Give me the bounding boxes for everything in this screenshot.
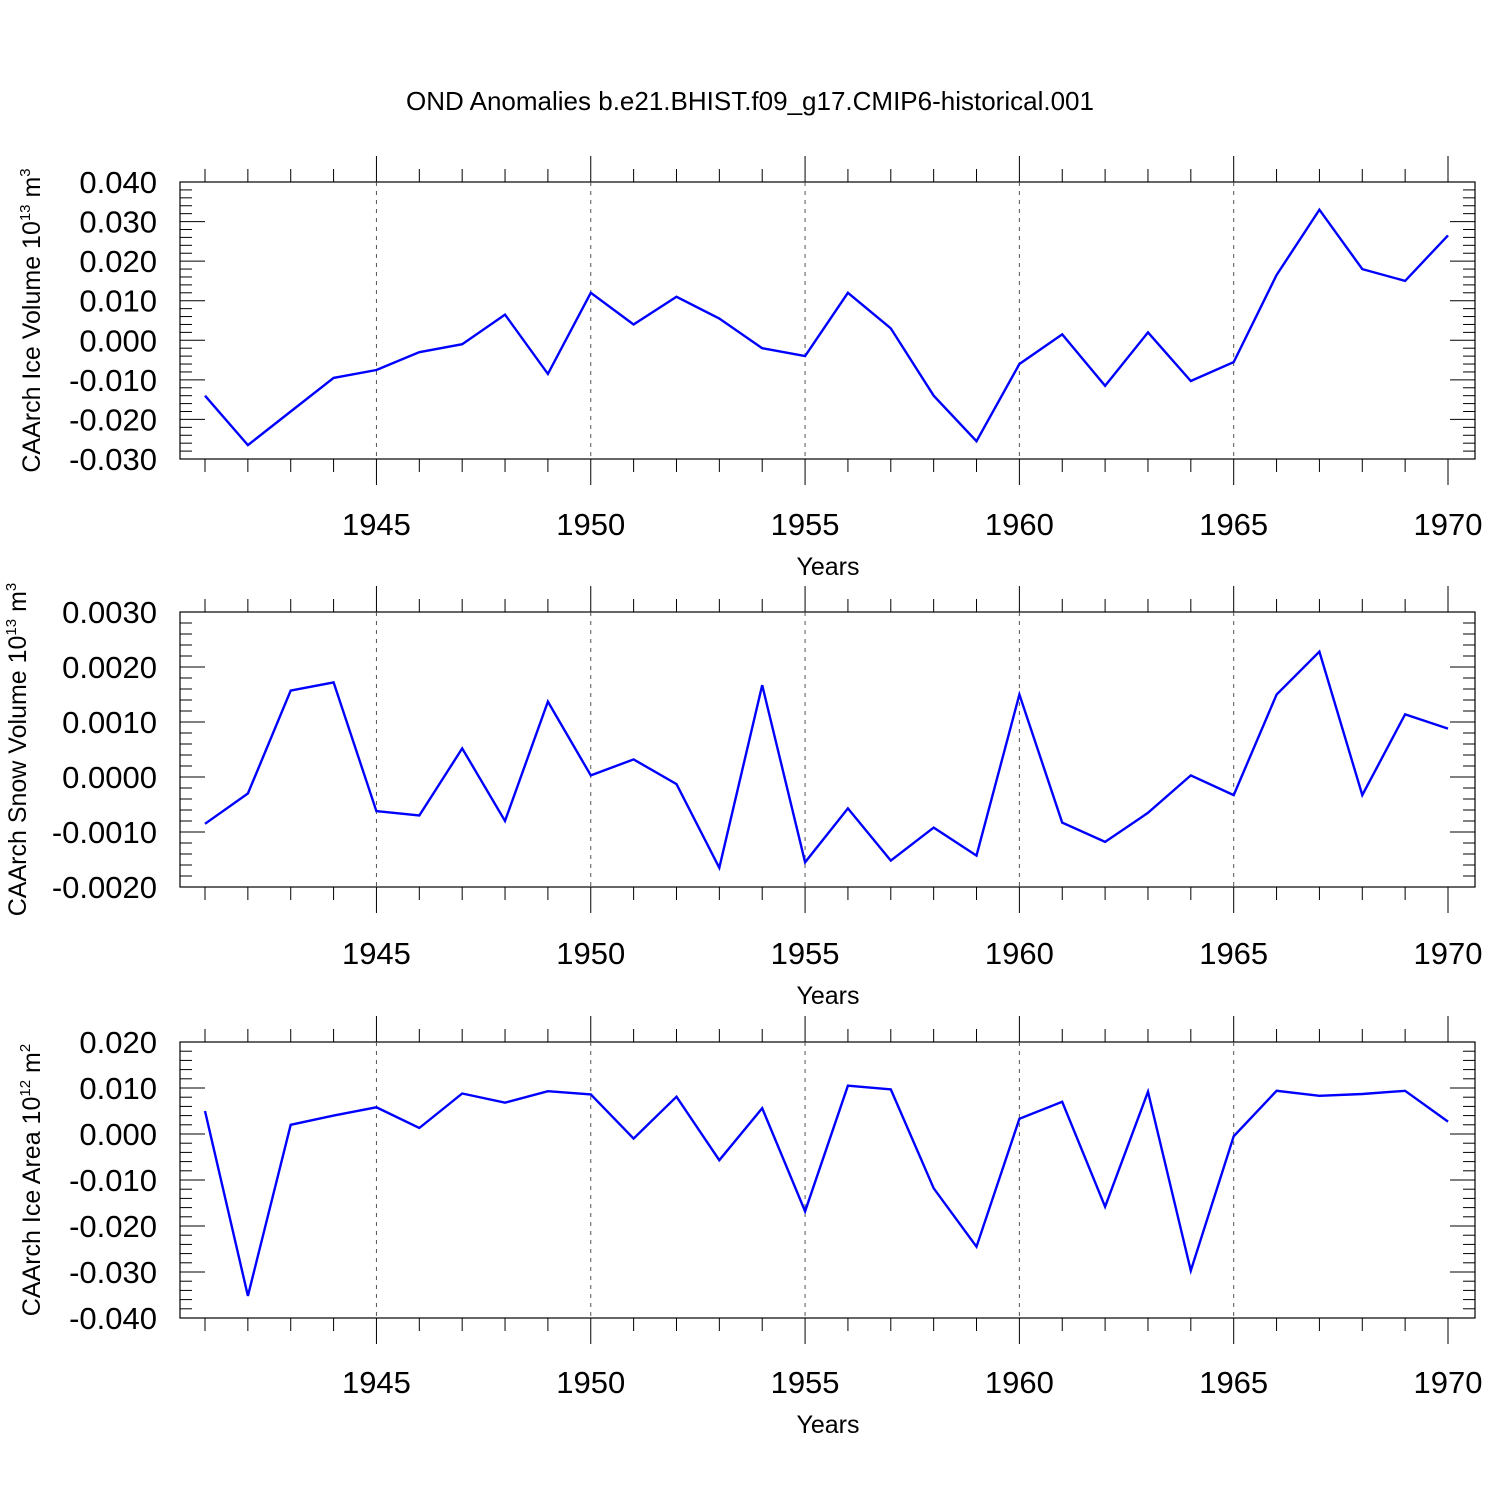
x-tick-label: 1970	[1414, 507, 1483, 542]
y-tick-label: 0.020	[79, 1025, 157, 1060]
x-tick-label: 1960	[985, 1365, 1054, 1400]
x-tick-label: 1945	[342, 936, 411, 971]
x-tick-label: 1960	[985, 936, 1054, 971]
x-tick-label: 1950	[556, 1365, 625, 1400]
y-tick-label: 0.0000	[62, 760, 157, 795]
y-tick-label: 0.020	[79, 244, 157, 279]
x-axis-label: Years	[796, 982, 859, 1010]
x-tick-label: 1970	[1414, 1365, 1483, 1400]
x-tick-label: 1965	[1199, 507, 1268, 542]
y-tick-label: 0.000	[79, 1117, 157, 1152]
y-tick-label: -0.020	[69, 402, 157, 437]
x-tick-label: 1955	[771, 507, 840, 542]
x-tick-label: 1965	[1199, 1365, 1268, 1400]
x-tick-label: 1955	[771, 936, 840, 971]
x-tick-label: 1945	[342, 1365, 411, 1400]
plot-frame	[179, 181, 1476, 460]
plot-frame	[179, 1041, 1476, 1319]
x-tick-label: 1965	[1199, 936, 1268, 971]
series-line	[203, 1084, 1449, 1297]
chart-title: OND Anomalies b.e21.BHIST.f09_g17.CMIP6-…	[406, 86, 1094, 116]
y-tick-label: -0.030	[69, 442, 157, 477]
x-tick-label: 1950	[556, 936, 625, 971]
y-tick-label: 0.000	[79, 323, 157, 358]
y-axis-label: CAArch Snow Volume 1013 m3	[3, 583, 32, 917]
y-tick-label: -0.020	[69, 1209, 157, 1244]
x-axis-label: Years	[796, 553, 859, 581]
y-tick-label: -0.010	[69, 1163, 157, 1198]
y-tick-label: -0.0020	[52, 870, 157, 905]
series-line	[204, 649, 1449, 872]
y-tick-label: -0.0010	[52, 815, 157, 850]
y-tick-label: 0.010	[79, 284, 157, 319]
panel-2: 0.0030 0.0020 0.0010 0.0000 -0.0010 -0.0020 19…	[3, 583, 1482, 1010]
y-tick-label: 0.040	[79, 165, 157, 200]
y-tick-label: -0.030	[69, 1255, 157, 1290]
plot-frame	[179, 611, 1476, 888]
y-tick-label: -0.040	[69, 1301, 157, 1336]
y-axis-label: CAArch Ice Volume 1013 m3	[17, 168, 46, 472]
x-tick-label: 1945	[342, 507, 411, 542]
y-tick-label: 0.030	[79, 205, 157, 240]
y-tick-label: 0.0030	[62, 595, 157, 630]
panel-1: 0.040 0.030 0.020 0.010 0.000 -0.010 -0.020 -0.…	[17, 156, 1482, 581]
x-tick-label: 1960	[985, 507, 1054, 542]
y-tick-label: 0.0010	[62, 705, 157, 740]
x-tick-label: 1970	[1414, 936, 1483, 971]
y-tick-label: 0.0020	[62, 650, 157, 685]
y-tick-label: 0.010	[79, 1071, 157, 1106]
y-axis-label: CAArch Ice Area 1012 m2	[17, 1044, 46, 1316]
panel-3: 0.020 0.010 0.000 -0.010 -0.020 -0.030 -0.040 1…	[17, 1016, 1482, 1439]
x-axis-label: Years	[796, 1411, 859, 1439]
x-tick-label: 1955	[771, 1365, 840, 1400]
y-tick-label: -0.010	[69, 363, 157, 398]
series-line	[204, 207, 1449, 447]
x-tick-label: 1950	[556, 507, 625, 542]
